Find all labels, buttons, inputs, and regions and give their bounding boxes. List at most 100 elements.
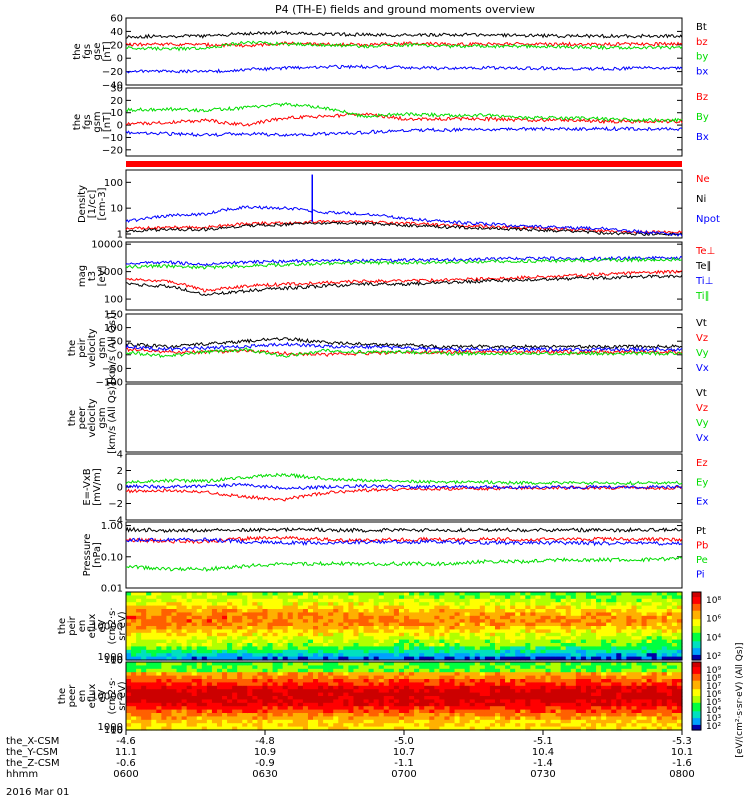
heatmap-cell <box>616 639 622 644</box>
heatmap-cell <box>136 595 142 600</box>
heatmap-cell <box>479 696 486 700</box>
heatmap-cell <box>565 646 572 651</box>
heatmap-cell <box>560 656 567 661</box>
heatmap-cell <box>358 636 365 641</box>
heatmap-cell <box>494 723 501 728</box>
heatmap-cell <box>454 662 461 666</box>
heatmap-cell <box>242 723 248 728</box>
heatmap-cell <box>409 632 415 637</box>
heatmap-cell <box>424 706 430 711</box>
heatmap-cell <box>404 592 410 596</box>
heatmap-cell <box>676 592 683 596</box>
heatmap-cell <box>328 636 334 641</box>
heatmap-cell <box>444 632 451 637</box>
heatmap-cell <box>247 619 253 624</box>
heatmap-cell <box>282 702 289 707</box>
heatmap-cell <box>277 605 284 610</box>
heatmap-cell <box>676 636 683 641</box>
heatmap-cell <box>429 632 435 637</box>
heatmap-cell <box>661 702 668 707</box>
heatmap-cell <box>398 679 405 683</box>
heatmap-cell <box>596 619 602 624</box>
heatmap-cell <box>596 668 602 673</box>
heatmap-cell <box>398 643 405 647</box>
heatmap-cell <box>131 626 137 630</box>
heatmap-cell <box>484 649 491 654</box>
heatmap-cell <box>307 689 314 694</box>
heatmap-cell <box>373 615 380 620</box>
heatmap-cell <box>247 662 253 666</box>
heatmap-cell <box>328 689 334 694</box>
heatmap-cell <box>474 629 481 634</box>
heatmap-cell <box>414 692 420 697</box>
heatmap-cell <box>424 619 430 624</box>
heatmap-cell <box>302 592 309 596</box>
heatmap-cell <box>191 699 198 704</box>
heatmap-cell <box>449 713 456 717</box>
heatmap-cell <box>550 713 557 717</box>
heatmap-cell <box>141 598 147 603</box>
heatmap-cell <box>530 685 537 690</box>
heatmap-cell <box>302 702 309 707</box>
heatmap-cell <box>439 702 446 707</box>
heatmap-cell <box>555 649 562 654</box>
heatmap-cell <box>591 702 597 707</box>
heatmap-cell <box>414 639 420 644</box>
heatmap-cell <box>676 639 683 644</box>
heatmap-cell <box>510 665 516 670</box>
heatmap-cell <box>530 668 537 673</box>
heatmap-cell <box>555 592 562 596</box>
heatmap-cell <box>242 675 248 680</box>
heatmap-cell <box>383 649 390 654</box>
heatmap-cell <box>636 662 643 666</box>
heatmap-cell <box>191 682 198 687</box>
heatmap-cell <box>156 609 162 613</box>
heatmap-cell <box>469 656 476 661</box>
heatmap-cell <box>343 605 349 610</box>
heatmap-cell <box>393 713 400 717</box>
heatmap-cell <box>611 592 617 596</box>
heatmap-cell <box>439 709 446 714</box>
heatmap-cell <box>611 639 617 644</box>
heatmap-cell <box>540 702 547 707</box>
y-tick-label: 1.00 <box>101 521 123 532</box>
heatmap-cell <box>353 716 360 721</box>
heatmap-cell <box>292 615 299 620</box>
series-By <box>125 102 683 123</box>
heatmap-cell <box>313 592 319 596</box>
heatmap-cell <box>530 689 537 694</box>
heatmap-cell <box>196 626 203 630</box>
heatmap-cell <box>565 665 572 670</box>
y-tick-label: 4 <box>117 450 123 461</box>
heatmap-cell <box>545 646 552 651</box>
heatmap-cell <box>636 665 643 670</box>
heatmap-cell <box>242 665 248 670</box>
heatmap-cell <box>262 709 269 714</box>
heatmap-cell <box>474 675 481 680</box>
heatmap-cell <box>257 689 264 694</box>
heatmap-cell <box>489 692 496 697</box>
heatmap-cell <box>656 639 663 644</box>
heatmap-cell <box>353 622 360 627</box>
heatmap-cell <box>146 639 152 644</box>
heatmap-cell <box>196 723 203 728</box>
heatmap-cell <box>409 726 415 731</box>
heatmap-cell <box>616 653 622 658</box>
heatmap-cell <box>651 699 658 704</box>
heatmap-cell <box>227 689 233 694</box>
heatmap-cell <box>449 595 456 600</box>
heatmap-cell <box>302 602 309 607</box>
heatmap-cell <box>191 653 198 658</box>
heatmap-cell <box>671 702 678 707</box>
heatmap-cell <box>292 699 299 704</box>
heatmap-cell <box>242 646 248 651</box>
heatmap-cell <box>323 643 329 647</box>
x-row-value: -5.0 <box>394 736 414 747</box>
heatmap-cell <box>530 656 537 661</box>
heatmap-cell <box>373 639 380 644</box>
y-axis-label-line: eflux <box>87 684 98 709</box>
heatmap-cell <box>646 605 653 610</box>
heatmap-cell <box>616 622 622 627</box>
heatmap-cell <box>671 646 678 651</box>
heatmap-cell <box>494 653 501 658</box>
